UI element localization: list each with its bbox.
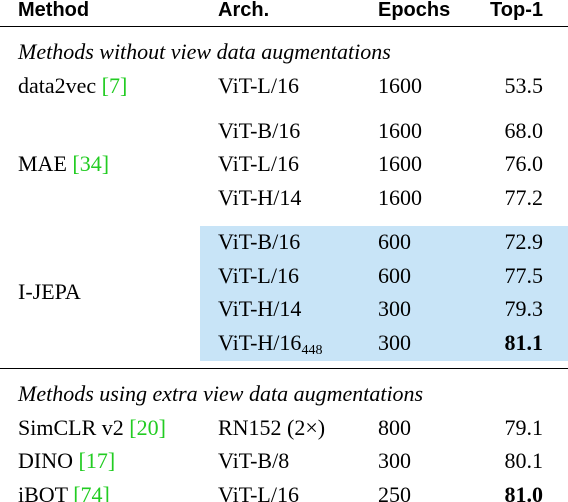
method: iBOT [74] — [18, 482, 110, 502]
arch: ViT-B/16 — [218, 118, 300, 144]
arch-text: ViT-H/14 — [218, 184, 302, 210]
epochs: 600 — [378, 229, 411, 254]
arch: RN152 (2×) — [218, 415, 325, 441]
arch-text: ViT-L/16 — [218, 151, 299, 176]
method: data2vec [7] — [18, 73, 127, 99]
epochs: 800 — [378, 414, 411, 440]
header-arch: Arch. — [218, 0, 270, 21]
arch: ViT-L/16 — [218, 73, 299, 99]
arch-text: RN152 (2×) — [218, 414, 326, 440]
arch: ViT-H/14 — [218, 185, 301, 211]
top1: 72.9 — [504, 229, 544, 254]
highlight — [200, 226, 568, 361]
method-name: iBOT — [18, 481, 68, 502]
epochs: 1600 — [378, 117, 422, 143]
method: MAE [34] — [18, 151, 109, 177]
top1: 77.5 — [504, 262, 544, 288]
top1: 77.2 — [504, 184, 544, 210]
arch-text: ViT-L/16 — [218, 481, 299, 502]
arch: ViT-L/16 — [218, 151, 299, 177]
method: DINO [17] — [18, 448, 115, 474]
arch-text: ViT-B/16 — [218, 229, 301, 254]
arch: ViT-H/16448 — [218, 329, 323, 358]
arch: ViT-B/16 — [218, 229, 300, 255]
epochs: 250 — [378, 481, 411, 502]
epochs: 300 — [378, 329, 411, 355]
method-name: SimCLR v2 — [18, 414, 124, 440]
top1: 76.0 — [504, 151, 544, 176]
arch-subscript: 448 — [301, 342, 323, 358]
epochs: 1600 — [378, 184, 422, 210]
arch-text: ViT-H/14 — [218, 296, 302, 321]
top1: 79.3 — [504, 296, 544, 321]
rule — [0, 26, 568, 27]
epochs: 600 — [378, 262, 411, 288]
arch-text: ViT-L/16 — [218, 262, 299, 288]
citation: [20] — [129, 414, 166, 440]
top1: 53.5 — [504, 73, 544, 98]
arch-text: ViT-H/16 — [218, 329, 302, 355]
top1: 81.0 — [504, 481, 544, 502]
arch: ViT-H/14 — [218, 296, 301, 322]
header-epochs: Epochs — [378, 0, 451, 21]
section-title: Methods without view data augmentations — [18, 39, 391, 64]
arch: ViT-B/8 — [218, 448, 289, 474]
rule — [0, 367, 568, 369]
method-name: data2vec — [18, 73, 97, 98]
top1: 80.1 — [504, 448, 544, 473]
arch-text: ViT-B/8 — [218, 448, 290, 473]
section-title: Methods using extra view data augmentati… — [18, 380, 424, 406]
citation: [7] — [101, 73, 128, 98]
header-method: Method — [18, 0, 90, 21]
method: SimCLR v2 [20] — [18, 415, 166, 441]
header-top1: Top-1 — [490, 0, 543, 21]
method-name: I-JEPA — [18, 279, 81, 305]
epochs: 300 — [378, 296, 411, 321]
method-name: DINO — [18, 448, 73, 473]
epochs: 1600 — [378, 73, 422, 98]
top1: 68.0 — [504, 117, 544, 143]
top1: 81.1 — [504, 329, 544, 355]
citation: [74] — [73, 481, 110, 502]
method-name: MAE — [18, 151, 67, 176]
method: I-JEPA — [18, 279, 81, 305]
arch: ViT-L/16 — [218, 263, 299, 289]
arch: ViT-L/16 — [218, 482, 299, 502]
citation: [34] — [72, 151, 110, 176]
arch-text: ViT-B/16 — [218, 117, 301, 143]
epochs: 1600 — [378, 151, 422, 176]
citation: [17] — [78, 448, 116, 473]
top1: 79.1 — [504, 414, 544, 440]
epochs: 300 — [378, 448, 411, 473]
arch-text: ViT-L/16 — [218, 73, 299, 98]
